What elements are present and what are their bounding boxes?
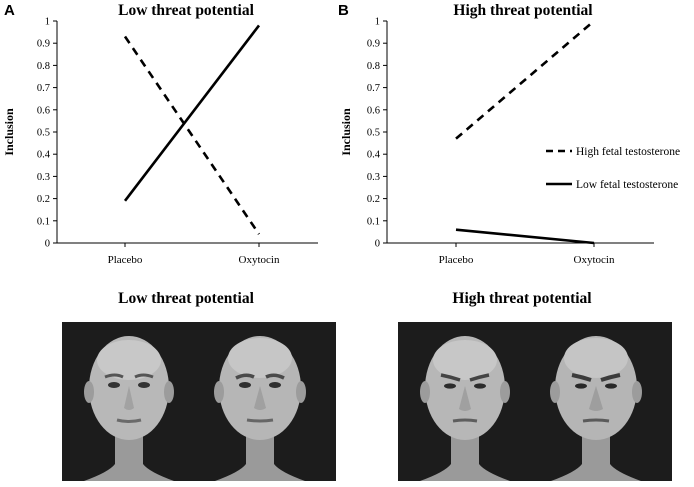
y-tick-label: 0.9 [37,39,50,50]
faces-low-image [84,336,306,481]
series-line-high-fetal-testosterone [123,35,261,235]
y-tick-label: 0.3 [367,172,380,183]
legend-label-low-fetal-testosterone: Low fetal testosterone [576,179,678,191]
panel-letter-a: A [4,2,15,19]
face-icon [214,336,306,481]
y-tick-label: 0.2 [37,194,50,205]
legend-label-high-fetal-testosterone: High fetal testosterone [576,146,680,158]
y-tick-label: 1 [375,17,380,28]
y-tick-label: 0.2 [367,194,380,205]
chart-low-threat: Low threat potential Inclusion 0 0.1 0.2 0.… [2,2,318,266]
series-line-low-fetal-testosterone [455,228,595,245]
y-tick-label: 0.4 [367,150,381,161]
y-tick-label: 0 [375,239,380,250]
y-tick-label: 0.6 [37,105,50,116]
y-tick-label: 0.9 [367,39,380,50]
series-line-high-fetal-testosterone [455,20,595,140]
faces-photo-low [62,322,336,481]
legend: High fetal testosterone Low fetal testos… [546,146,680,191]
x-tick-label: Oxytocin [239,254,280,266]
y-tick-label: 0.3 [37,172,50,183]
y-tick-label: 0 [45,239,50,250]
y-tick-label: 0.8 [37,61,50,72]
faces-high-image [420,336,642,481]
y-tick-label: 0.1 [37,216,50,227]
y-tick-label: 0.8 [367,61,380,72]
chart-title: High threat potential [453,2,593,19]
y-tick-label: 1 [45,17,50,28]
face-icon [420,336,510,481]
faces-photo-high [398,322,672,481]
y-axis-label: Inclusion [2,108,16,156]
y-tick-label: 0.6 [367,105,380,116]
face-icon [84,336,174,481]
chart-title: Low threat potential [118,2,254,19]
y-tick-label: 0.5 [367,128,380,139]
y-tick-label: 0.7 [367,83,380,94]
faces-title-low: Low threat potential [118,290,254,307]
faces-title-high: High threat potential [452,290,592,307]
face-icon [550,336,642,481]
y-tick-label: 0.5 [37,128,50,139]
y-tick-label: 0.1 [367,216,380,227]
y-axis-label: Inclusion [340,108,353,156]
x-tick-label: Placebo [108,254,143,266]
x-tick-label: Oxytocin [574,254,615,266]
y-tick-label: 0.7 [37,83,50,94]
x-tick-label: Placebo [439,254,474,266]
y-tick-label: 0.4 [37,150,51,161]
series-line-low-fetal-testosterone [123,24,261,202]
chart-high-threat: High threat potential Inclusion 0 0.1 0.2 0… [340,2,680,266]
panel-letter-b: B [338,2,349,19]
